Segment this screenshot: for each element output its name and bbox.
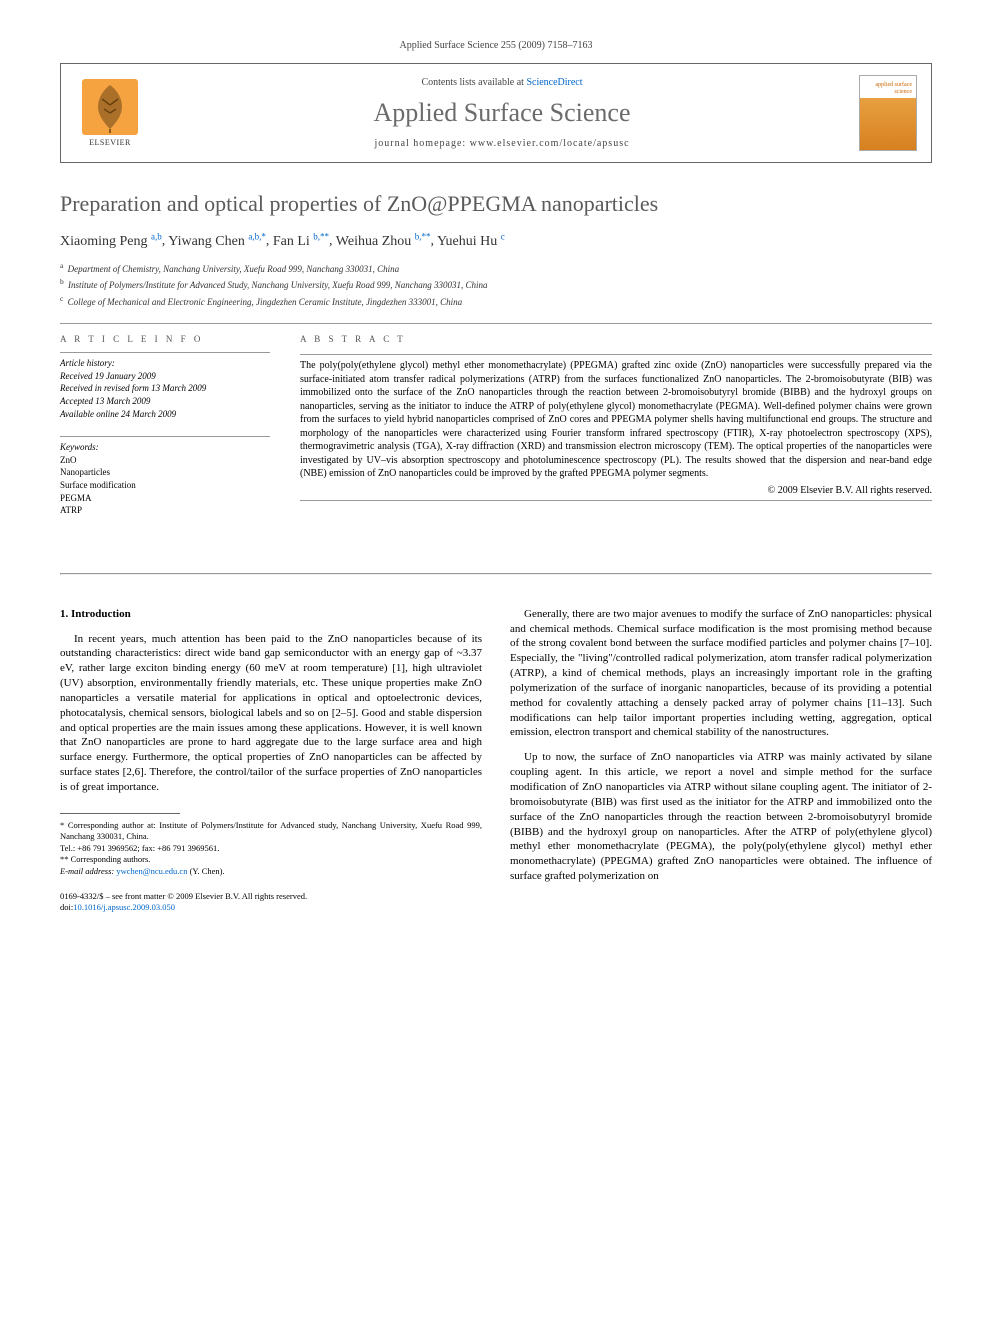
author: Yuehui Hu c: [437, 234, 505, 249]
author-aff-link[interactable]: a,b,*: [248, 231, 266, 241]
header-citation: Applied Surface Science 255 (2009) 7158–…: [60, 40, 932, 51]
article-title: Preparation and optical properties of Zn…: [60, 191, 932, 217]
keyword: Nanoparticles: [60, 466, 270, 479]
author: Yiwang Chen a,b,*: [168, 234, 266, 249]
author: Weihua Zhou b,**: [336, 234, 431, 249]
body-column-right: Generally, there are two major avenues t…: [510, 607, 932, 914]
body-paragraph: In recent years, much attention has been…: [60, 632, 482, 795]
section-heading: 1. Introduction: [60, 607, 482, 622]
abstract-column: A B S T R A C T The poly(poly(ethylene g…: [300, 334, 932, 533]
abstract-heading: A B S T R A C T: [300, 334, 932, 344]
author-aff-link[interactable]: c: [501, 231, 505, 241]
keywords-block: Keywords: ZnO Nanoparticles Surface modi…: [60, 441, 270, 517]
info-abstract-row: A R T I C L E I N F O Article history: R…: [60, 334, 932, 533]
section-divider: [60, 573, 932, 575]
history-line: Accepted 13 March 2009: [60, 395, 270, 408]
article-history: Article history: Received 19 January 200…: [60, 357, 270, 420]
journal-name: Applied Surface Science: [159, 98, 845, 128]
elsevier-label: ELSEVIER: [89, 138, 131, 147]
journal-header-box: ELSEVIER Contents lists available at Sci…: [60, 63, 932, 163]
footnote-line: ** Corresponding authors.: [60, 854, 482, 865]
keyword: ZnO: [60, 454, 270, 467]
affiliation: a Department of Chemistry, Nanchang Univ…: [60, 260, 932, 277]
footnote-line: E-mail address: ywchen@ncu.edu.cn (Y. Ch…: [60, 866, 482, 877]
page-container: Applied Surface Science 255 (2009) 7158–…: [0, 0, 992, 953]
email-label: E-mail address:: [60, 866, 116, 876]
body-column-left: 1. Introduction In recent years, much at…: [60, 607, 482, 914]
front-matter-line: 0169-4332/$ – see front matter © 2009 El…: [60, 891, 482, 902]
email-suffix: (Y. Chen).: [187, 866, 224, 876]
elsevier-tree-icon: [82, 79, 138, 135]
journal-center: Contents lists available at ScienceDirec…: [159, 77, 845, 149]
keyword: Surface modification: [60, 479, 270, 492]
journal-homepage: journal homepage: www.elsevier.com/locat…: [159, 138, 845, 149]
article-info-column: A R T I C L E I N F O Article history: R…: [60, 334, 270, 533]
article-info-heading: A R T I C L E I N F O: [60, 334, 270, 344]
sciencedirect-link[interactable]: ScienceDirect: [526, 77, 582, 88]
abstract-copyright: © 2009 Elsevier B.V. All rights reserved…: [300, 485, 932, 496]
rule: [60, 436, 270, 437]
author-aff-link[interactable]: b,**: [415, 231, 431, 241]
authors-line: Xiaoming Peng a,b, Yiwang Chen a,b,*, Fa…: [60, 231, 932, 250]
affiliation: b Institute of Polymers/Institute for Ad…: [60, 276, 932, 293]
email-link[interactable]: ywchen@ncu.edu.cn: [116, 866, 187, 876]
rule: [60, 323, 932, 324]
rule: [300, 354, 932, 355]
author-aff-link[interactable]: b,**: [313, 231, 329, 241]
rule: [300, 500, 932, 501]
body-paragraph: Up to now, the surface of ZnO nanopartic…: [510, 750, 932, 884]
affiliation: c College of Mechanical and Electronic E…: [60, 293, 932, 310]
keywords-label: Keywords:: [60, 441, 270, 454]
abstract-text: The poly(poly(ethylene glycol) methyl et…: [300, 359, 932, 481]
keyword: PEGMA: [60, 492, 270, 505]
body-columns: 1. Introduction In recent years, much at…: [60, 607, 932, 914]
history-line: Available online 24 March 2009: [60, 408, 270, 421]
rule: [60, 352, 270, 353]
journal-cover-text: applied surface science: [864, 82, 912, 95]
history-label: Article history:: [60, 357, 270, 370]
doi-line: doi:10.1016/j.apsusc.2009.03.050: [60, 902, 482, 913]
author: Xiaoming Peng a,b: [60, 234, 162, 249]
footnote-line: Tel.: +86 791 3969562; fax: +86 791 3969…: [60, 843, 482, 854]
contents-prefix: Contents lists available at: [421, 77, 526, 88]
elsevier-logo: ELSEVIER: [75, 74, 145, 152]
footnotes: * Corresponding author at: Institute of …: [60, 820, 482, 877]
bottom-meta: 0169-4332/$ – see front matter © 2009 El…: [60, 891, 482, 913]
contents-line: Contents lists available at ScienceDirec…: [159, 77, 845, 88]
footnote-line: * Corresponding author at: Institute of …: [60, 820, 482, 843]
footnote-rule: [60, 813, 180, 814]
author: Fan Li b,**: [273, 234, 329, 249]
history-line: Received in revised form 13 March 2009: [60, 382, 270, 395]
history-line: Received 19 January 2009: [60, 370, 270, 383]
author-aff-link[interactable]: a,b: [151, 231, 162, 241]
keyword: ATRP: [60, 504, 270, 517]
journal-cover-thumb: applied surface science: [859, 75, 917, 151]
affiliations: a Department of Chemistry, Nanchang Univ…: [60, 260, 932, 310]
body-paragraph: Generally, there are two major avenues t…: [510, 607, 932, 741]
doi-link[interactable]: 10.1016/j.apsusc.2009.03.050: [73, 902, 175, 912]
